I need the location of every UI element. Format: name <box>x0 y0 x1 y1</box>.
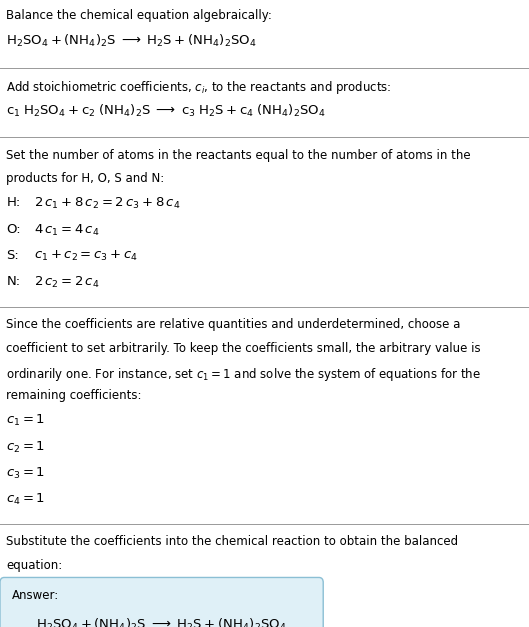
Text: $2\,c_1 + 8\,c_2 = 2\,c_3 + 8\,c_4$: $2\,c_1 + 8\,c_2 = 2\,c_3 + 8\,c_4$ <box>34 196 181 211</box>
Text: $4\,c_1 = 4\,c_4$: $4\,c_1 = 4\,c_4$ <box>34 223 100 238</box>
FancyBboxPatch shape <box>0 577 323 627</box>
Text: $c_2 = 1$: $c_2 = 1$ <box>6 440 45 455</box>
Text: $c_1 = 1$: $c_1 = 1$ <box>6 413 45 428</box>
Text: $c_4 = 1$: $c_4 = 1$ <box>6 492 45 507</box>
Text: Set the number of atoms in the reactants equal to the number of atoms in the: Set the number of atoms in the reactants… <box>6 149 471 162</box>
Text: Substitute the coefficients into the chemical reaction to obtain the balanced: Substitute the coefficients into the che… <box>6 535 459 548</box>
Text: coefficient to set arbitrarily. To keep the coefficients small, the arbitrary va: coefficient to set arbitrarily. To keep … <box>6 342 481 355</box>
Text: Balance the chemical equation algebraically:: Balance the chemical equation algebraica… <box>6 9 272 23</box>
Text: $\mathrm{c_1\; H_2SO_4 + c_2\; (NH_4)_2S \;\longrightarrow\; c_3\; H_2S + c_4\; : $\mathrm{c_1\; H_2SO_4 + c_2\; (NH_4)_2S… <box>6 103 326 119</box>
Text: products for H, O, S and N:: products for H, O, S and N: <box>6 172 165 186</box>
Text: $2\,c_2 = 2\,c_4$: $2\,c_2 = 2\,c_4$ <box>34 275 100 290</box>
Text: Since the coefficients are relative quantities and underdetermined, choose a: Since the coefficients are relative quan… <box>6 318 461 331</box>
Text: S:: S: <box>6 249 19 262</box>
Text: $c_1 + c_2 = c_3 + c_4$: $c_1 + c_2 = c_3 + c_4$ <box>34 249 139 263</box>
Text: remaining coefficients:: remaining coefficients: <box>6 389 142 403</box>
Text: Answer:: Answer: <box>12 589 59 602</box>
Text: $\mathrm{H_2SO_4 + (NH_4)_2S \;\longrightarrow\; H_2S + (NH_4)_2SO_4}$: $\mathrm{H_2SO_4 + (NH_4)_2S \;\longrigh… <box>6 33 257 50</box>
Text: Add stoichiometric coefficients, $c_i$, to the reactants and products:: Add stoichiometric coefficients, $c_i$, … <box>6 79 392 96</box>
Text: equation:: equation: <box>6 559 62 572</box>
Text: O:: O: <box>6 223 21 236</box>
Text: ordinarily one. For instance, set $c_1 = 1$ and solve the system of equations fo: ordinarily one. For instance, set $c_1 =… <box>6 366 481 382</box>
Text: H:: H: <box>6 196 21 209</box>
Text: $c_3 = 1$: $c_3 = 1$ <box>6 466 45 481</box>
Text: N:: N: <box>6 275 21 288</box>
Text: $\mathrm{H_2SO_4 + (NH_4)_2S \;\longrightarrow\; H_2S + (NH_4)_2SO_4}$: $\mathrm{H_2SO_4 + (NH_4)_2S \;\longrigh… <box>36 617 287 627</box>
